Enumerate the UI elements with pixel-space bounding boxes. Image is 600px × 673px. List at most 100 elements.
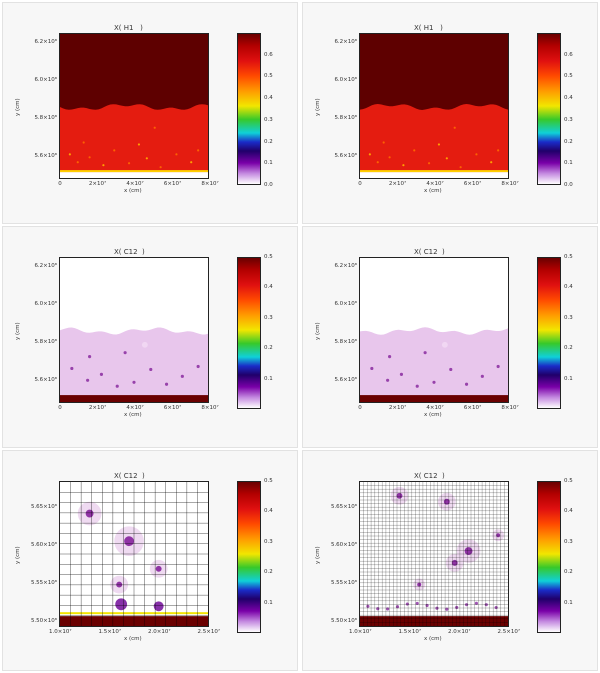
y-axis-label: y (cm) [15, 546, 21, 564]
x-tick-label: 1.0×10⁷ [49, 629, 72, 635]
x-tick-label: 2×10⁷ [388, 405, 407, 411]
mixing-front [376, 607, 380, 611]
mixing-spot [427, 162, 431, 165]
x-tick-label: 8×10⁷ [201, 181, 219, 187]
plume [441, 341, 448, 348]
mixing-spot [137, 143, 141, 146]
colorbar-tick-label: 0.3 [564, 538, 573, 545]
colorbar [237, 33, 261, 185]
x-tick-label: 4×10⁷ [426, 181, 444, 187]
colorbar-tick-label: 0.2 [564, 569, 573, 576]
carbon-vortex [99, 372, 104, 376]
plot-area [59, 33, 209, 179]
mixing-spot [437, 143, 441, 146]
mixing-front [425, 603, 429, 608]
mixing-front [474, 601, 479, 605]
mixing-front [415, 601, 419, 606]
panel-title: X( C12 ) [414, 472, 445, 480]
mixing-spot [68, 153, 71, 156]
carbon-vortex [451, 559, 458, 566]
y-tick-label: 6.0×10⁸ [34, 76, 57, 83]
colorbar-tick-label: 0.2 [264, 345, 273, 352]
colorbar-tick-label: 0.4 [264, 284, 273, 291]
mixing-front [366, 604, 370, 608]
y-tick-label: 6.2×10⁸ [34, 38, 57, 45]
mixing-front [484, 603, 488, 607]
carbon-vortex [423, 351, 427, 355]
y-tick-label: 5.65×10⁸ [330, 504, 357, 511]
colorbar-tick-label: 0.0 [564, 182, 573, 188]
colorbar-tick-label: 0.5 [564, 73, 573, 80]
x-tick-label: 1.0×10⁷ [349, 629, 372, 635]
colorbar-tick-label: 0.3 [264, 314, 273, 321]
x-tick-label: 2×10⁷ [388, 181, 407, 187]
mixing-spot [376, 161, 379, 164]
x-tick-label: 4×10⁷ [426, 405, 444, 411]
colorbar-tick-label: 0.4 [564, 508, 573, 515]
field-map [60, 482, 208, 626]
interface-layer [60, 170, 208, 173]
figure-panel-p1: X( H1 ) 6.2×10⁸ 6.0×10⁸ 5.8×10⁸ 5.6×10⁸ 0 2×10… [2, 2, 298, 224]
mixing-front [115, 598, 128, 611]
y-tick-label: 5.60×10⁸ [30, 542, 57, 549]
mixing-spot [382, 141, 385, 144]
carbon-vortex [480, 374, 484, 378]
figure-panel-p6: X( C12 ) 5.65×10⁸ 5.60×10⁸ 5.55×10⁸ 5.50×10⁸… [302, 450, 598, 671]
carbon-vortex [115, 384, 119, 388]
mixing-spot [102, 164, 105, 167]
colorbar-tick-label: 0.0 [264, 182, 273, 188]
y-tick-label: 6.0×10⁸ [334, 76, 357, 83]
x-tick-label: 0 [58, 181, 62, 187]
carbon-vortex [464, 382, 469, 386]
colorbar [237, 257, 261, 409]
y-axis-label: y (cm) [315, 98, 321, 116]
colorbar-tick-label: 0.6 [564, 51, 573, 58]
x-tick-label: 8×10⁷ [501, 405, 519, 411]
colorbar-tick-label: 0.3 [564, 314, 573, 321]
x-axis-label: x (cm) [124, 636, 142, 642]
field-map [360, 34, 508, 178]
x-tick-label: 2×10⁷ [88, 181, 107, 187]
carbon-vortex [123, 351, 127, 355]
y-axis-label: y (cm) [315, 546, 321, 564]
carbon-vortex [155, 565, 162, 572]
colorbar-tick-label: 0.1 [564, 375, 573, 382]
carbon-vortex [180, 374, 184, 378]
burning-shell-region [60, 104, 208, 178]
carbon-vortex [386, 378, 390, 382]
mixing-front [464, 603, 469, 607]
core-region [360, 172, 508, 178]
y-tick-label: 6.2×10⁸ [334, 262, 357, 269]
figure-panel-p3: X( C12 ) 6.2×10⁸ 6.0×10⁸ 5.8×10⁸ 5.6×10⁸ 0 2×1… [2, 226, 298, 448]
carbon-vortex [449, 367, 453, 372]
carbon-vortex [415, 384, 419, 388]
x-tick-label: 4×10⁷ [126, 405, 144, 411]
y-tick-label: 5.8×10⁸ [34, 114, 57, 121]
colorbar-tick-label: 0.2 [264, 138, 273, 145]
y-axis-label: y (cm) [315, 322, 321, 340]
colorbar-tick-label: 0.5 [564, 254, 573, 260]
figure-panel-p5: X( C12 ) 5.65×10⁸ 5.60×10⁸ 5.55×10⁸ 5.50×10⁸… [2, 450, 298, 671]
x-tick-label: 2.5×10⁷ [497, 629, 521, 635]
core-region [60, 172, 208, 178]
mixing-front [395, 605, 400, 609]
mixing-front [494, 605, 498, 610]
colorbar-tick-label: 0.2 [564, 345, 573, 352]
carbon-vortex [432, 380, 436, 384]
mixing-spot [159, 166, 162, 169]
colorbar-tick-label: 0.2 [264, 569, 273, 576]
mixing-front [153, 601, 164, 612]
panel-title: X( H1 ) [414, 24, 443, 32]
figure-panel-p2: X( H1 ) 6.2×10⁸ 6.0×10⁸ 5.8×10⁸ 5.6×10⁸ 0 2×10… [302, 2, 598, 224]
carbon-vortex [196, 364, 200, 369]
mixing-front [435, 606, 439, 610]
y-tick-label: 5.6×10⁸ [34, 376, 57, 383]
carbon-vortex [464, 547, 473, 555]
mixing-spot [497, 149, 500, 152]
mixing-spot [175, 153, 178, 156]
carbon-vortex [443, 498, 450, 505]
colorbar-tick-label: 0.1 [564, 599, 573, 606]
x-tick-label: 2.0×10⁷ [148, 629, 171, 635]
mixing-spot [368, 153, 371, 156]
colorbar-tick-label: 0.4 [264, 508, 273, 515]
